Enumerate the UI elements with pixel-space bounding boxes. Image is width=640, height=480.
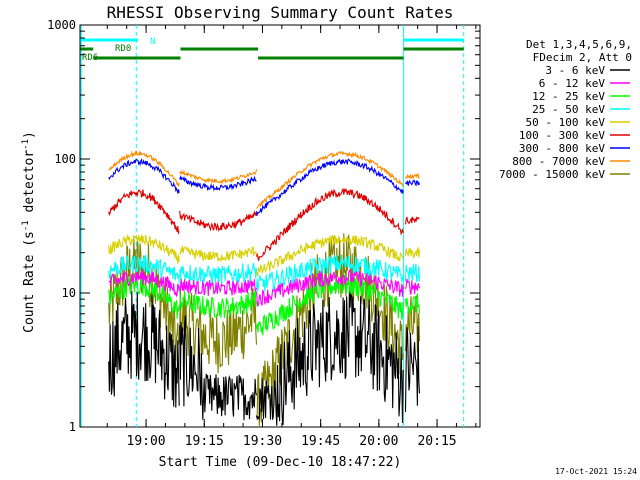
series-line: [179, 169, 258, 185]
series-line: [404, 263, 421, 283]
x-axis-label: Start Time (09-Dec-10 18:47:22): [159, 455, 402, 470]
y-axis-label-sup2: -1: [21, 139, 31, 150]
legend-label: 3 - 6 keV: [545, 64, 605, 77]
timestamp: 17-Oct-2021 15:24: [555, 467, 637, 476]
y-tick-label: 1000: [47, 18, 76, 32]
series-line: [255, 158, 404, 217]
y-tick-label: 1: [69, 420, 76, 434]
x-tick-label: 19:15: [185, 434, 224, 449]
flag-bars: N RD0 RD6: [80, 25, 465, 427]
x-tick-label: 19:45: [301, 434, 340, 449]
series-line: [108, 189, 180, 235]
y-tick-label: 100: [54, 152, 76, 166]
series-line: [255, 287, 404, 426]
series-line: [108, 269, 180, 298]
plot-frame: [79, 24, 481, 428]
y-axis-label-main: Count Rate (s: [22, 231, 37, 333]
series-line: [405, 172, 420, 180]
flag-label-rd0: RD0: [115, 44, 131, 54]
legend-header: FDecim 2, Att 0: [533, 51, 632, 64]
legend-label: 800 - 7000 keV: [512, 155, 605, 168]
flag-label-rd6: RD6: [82, 53, 98, 63]
series-line: [179, 315, 258, 421]
series-line: [404, 295, 421, 353]
series-line: [255, 255, 404, 292]
series-line: [404, 216, 420, 225]
series-line: [255, 187, 404, 261]
series-line: [404, 278, 421, 295]
series-line: [405, 179, 421, 187]
x-tick-label: 19:30: [243, 434, 282, 449]
legend-label: 25 - 50 keV: [532, 103, 605, 116]
series-line: [404, 293, 421, 315]
series-line: [108, 149, 180, 187]
x-tick-label: 20:00: [359, 434, 398, 449]
series-line: [404, 326, 421, 413]
flag-label-n: N: [150, 37, 155, 47]
series-line: [108, 157, 180, 195]
chart-title: RHESSI Observing Summary Count Rates: [107, 3, 454, 22]
y-axis-label-end: ): [22, 131, 37, 139]
legend-label: 300 - 800 keV: [519, 142, 605, 155]
series-line: [179, 290, 258, 319]
legend-label: 50 - 100 keV: [526, 116, 606, 129]
axes-group: 1 10 100 1000 19:00 19:15 19:30 19:45 20:00 20:15: [47, 18, 480, 449]
series-line: [179, 210, 258, 232]
series-line: [404, 246, 421, 259]
series-line: [256, 151, 404, 209]
series-group: [108, 149, 421, 426]
y-tick-label: 10: [62, 286, 76, 300]
series-line: [255, 269, 404, 307]
series-line: [108, 234, 180, 264]
legend-label: 7000 - 15000 keV: [499, 168, 605, 181]
series-line: [179, 245, 258, 262]
series-line: [179, 263, 258, 284]
legend-label: 100 - 300 keV: [519, 129, 605, 142]
series-line: [179, 174, 257, 192]
y-axis-label-mid: detector: [22, 150, 37, 221]
y-axis-label-sup1: -1: [21, 220, 31, 231]
legend-label: 12 - 25 keV: [532, 90, 605, 103]
legend-header: Det 1,3,4,5,6,9,: [526, 38, 632, 51]
series-line: [108, 291, 180, 408]
legend: Det 1,3,4,5,6,9,FDecim 2, Att 03 - 6 keV…: [499, 38, 632, 181]
x-tick-label: 19:00: [127, 434, 166, 449]
series-line: [108, 276, 180, 319]
series-line: [255, 234, 404, 277]
series-line: [179, 285, 258, 374]
series-line: [179, 277, 258, 296]
y-axis-label: Count Rate (s-1 detector-1): [21, 131, 37, 333]
series-line: [108, 254, 180, 284]
x-tick-label: 20:15: [417, 434, 456, 449]
legend-label: 6 - 12 keV: [539, 77, 606, 90]
